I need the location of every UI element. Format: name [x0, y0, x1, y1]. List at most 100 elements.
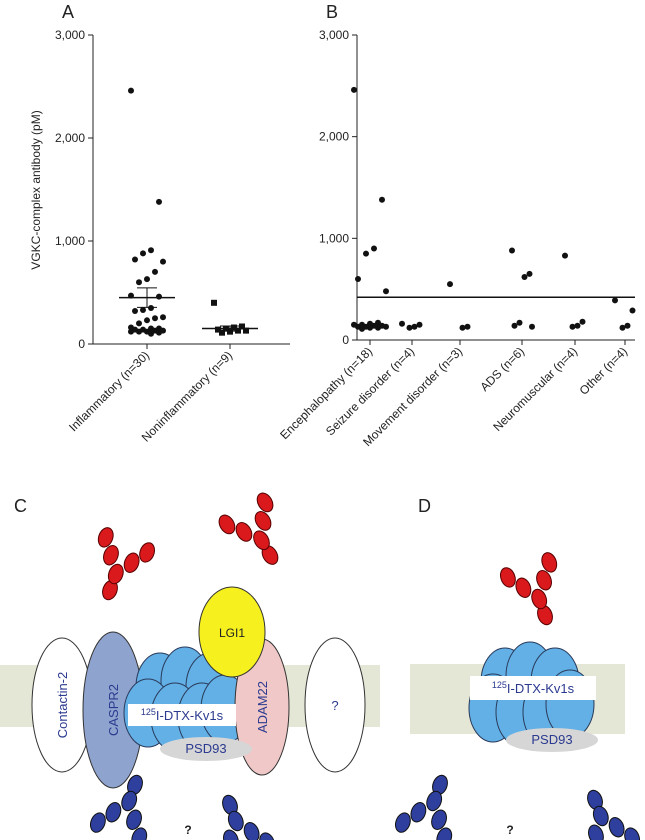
point [383, 288, 389, 295]
point [136, 320, 142, 327]
point [521, 273, 528, 280]
point [416, 321, 423, 328]
antibody [587, 789, 641, 840]
antibody-domain [608, 817, 625, 838]
antibody-domain [131, 827, 148, 840]
diagram-c: C Contactin-2 CASPR2 ? ADAM22 LGI1 125I-… [0, 496, 380, 837]
channel-name: I-DTX-Kv1s [507, 681, 575, 696]
antibody-domain [536, 570, 552, 591]
panel-label: B [326, 2, 338, 22]
channel-label: 125I-DTX-Kv1s [141, 707, 224, 723]
unknown-label: ? [331, 698, 338, 713]
question: ? [506, 823, 513, 837]
point [239, 323, 245, 330]
y-tick-label: 2,000 [55, 131, 85, 145]
channel-sup: 125 [492, 680, 507, 690]
point [612, 297, 618, 304]
point [156, 198, 162, 205]
point [243, 327, 249, 334]
psd-label: PSD93 [185, 741, 226, 756]
antibody [394, 774, 453, 840]
point [371, 245, 377, 252]
channel-sup: 125 [141, 707, 156, 717]
point [235, 327, 241, 334]
point [227, 328, 233, 335]
antibody-domain [227, 810, 244, 832]
point [215, 326, 221, 333]
adam-label: ADAM22 [255, 681, 270, 733]
x-tick-label: Inflammatory (n=30) [66, 348, 152, 434]
antibody-domain [139, 542, 156, 563]
x-tick-label: Movement disorder (n=3) [360, 344, 465, 449]
panel-label: C [14, 496, 27, 516]
point [619, 324, 626, 331]
point [148, 330, 154, 337]
point [219, 329, 225, 336]
point [406, 324, 413, 331]
point [152, 315, 158, 322]
antibody [222, 794, 276, 840]
antibody-domain [541, 552, 558, 573]
antibody-domain [126, 809, 142, 830]
antibody-domain [97, 527, 114, 548]
channel-label: 125I-DTX-Kv1s [492, 680, 575, 696]
point [511, 322, 518, 329]
point [351, 86, 357, 93]
antibody-domain [259, 832, 276, 840]
point [148, 247, 154, 254]
antibody [218, 492, 279, 565]
point [574, 322, 581, 329]
antibody-domain [121, 790, 138, 812]
antibody-domain [123, 552, 140, 573]
point [526, 270, 533, 277]
antibody-domain [624, 827, 641, 840]
antibody-domain [107, 563, 124, 585]
y-axis-title: VGKC-complex antibody (pM) [29, 110, 43, 269]
point [383, 323, 389, 330]
antibody-domain [243, 822, 260, 840]
panel-label: D [418, 496, 431, 516]
y-tick-label: 1,000 [55, 234, 85, 248]
diagram-d: D 125I-DTX-Kv1s PSD93 ? [410, 496, 625, 837]
point [128, 87, 134, 94]
point [156, 293, 162, 300]
antibody-domain [218, 514, 236, 535]
point [144, 276, 150, 283]
point [579, 318, 586, 325]
point [359, 325, 365, 332]
point [136, 328, 142, 335]
psd-label: PSD93 [531, 732, 572, 747]
point [140, 250, 146, 257]
point [509, 247, 515, 254]
point [211, 299, 217, 306]
lgi-label: LGI1 [219, 626, 245, 640]
point [562, 252, 568, 259]
point [411, 323, 418, 330]
antibody-domain [436, 827, 453, 840]
antibody-domain [256, 492, 274, 513]
point [231, 324, 237, 331]
antibody-domain [431, 809, 447, 830]
point [140, 307, 146, 314]
channel-box [128, 704, 236, 726]
point [464, 323, 471, 330]
antibody-domain [394, 812, 411, 833]
antibody [97, 527, 156, 601]
point [569, 323, 576, 330]
point [148, 304, 154, 311]
antibody-domain [499, 567, 516, 588]
x-tick-label: Other (n=4) [577, 344, 631, 398]
antibody-domain [410, 802, 427, 823]
antibody-domain [89, 812, 106, 833]
antibody-domain [426, 790, 443, 812]
panel-label: A [62, 2, 74, 22]
point [629, 307, 636, 314]
point [379, 196, 385, 203]
antibody-domain [105, 802, 122, 823]
point [459, 324, 466, 331]
antibody-domain [531, 588, 548, 610]
point [160, 314, 166, 321]
x-tick-label: Noninflammatory (n=9) [139, 348, 235, 444]
channel-box [470, 676, 596, 700]
